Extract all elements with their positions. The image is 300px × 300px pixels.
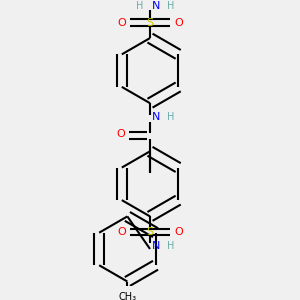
Text: S: S bbox=[146, 227, 154, 237]
Text: O: O bbox=[174, 17, 183, 28]
Text: O: O bbox=[117, 227, 126, 237]
Text: H: H bbox=[167, 112, 174, 122]
Text: N: N bbox=[152, 241, 160, 251]
Text: O: O bbox=[174, 227, 183, 237]
Text: H: H bbox=[167, 1, 174, 10]
Text: O: O bbox=[116, 129, 125, 139]
Text: N: N bbox=[152, 1, 160, 10]
Text: O: O bbox=[117, 17, 126, 28]
Text: H: H bbox=[167, 241, 174, 251]
Text: CH₃: CH₃ bbox=[118, 292, 136, 300]
Text: S: S bbox=[146, 17, 154, 28]
Text: N: N bbox=[152, 112, 160, 122]
Text: H: H bbox=[136, 1, 144, 10]
